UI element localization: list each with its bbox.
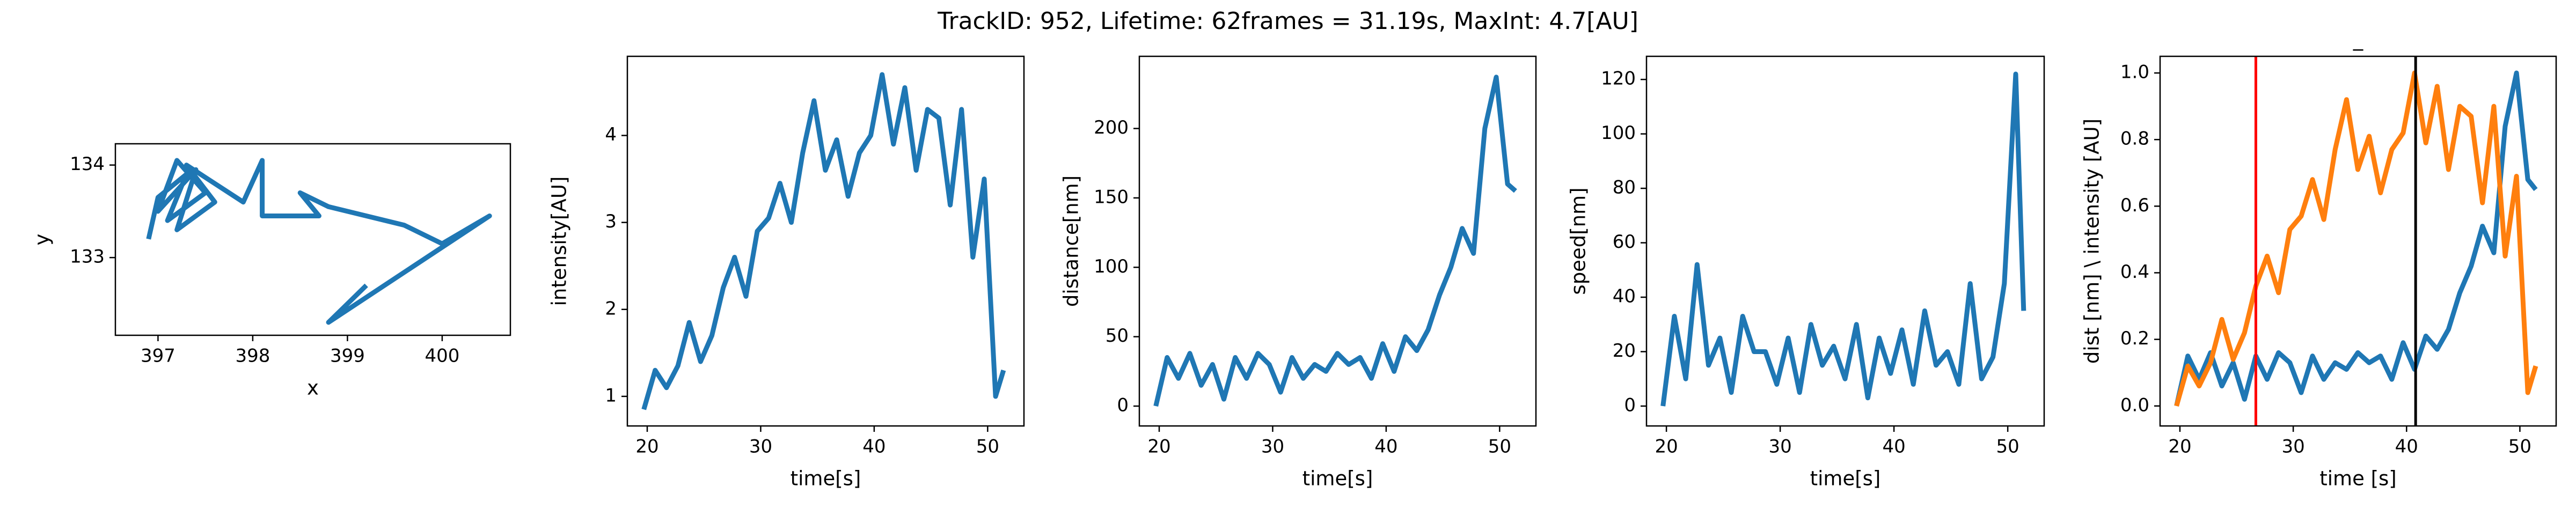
y-tick-label: 2 xyxy=(605,298,617,319)
y-tick-label: 40 xyxy=(1613,286,1636,307)
axes-frame xyxy=(1645,55,2045,427)
x-axis-label: time[s] xyxy=(1810,467,1881,490)
y-tick-label: 0 xyxy=(1624,394,1636,416)
x-tick-label: 40 xyxy=(2395,436,2418,458)
y-tick-label: 3 xyxy=(605,211,617,232)
x-tick-label: 30 xyxy=(1261,436,1284,458)
x-tick-label: 20 xyxy=(2168,436,2191,458)
figure-title: TrackID: 952, Lifetime: 62frames = 31.19… xyxy=(937,8,1638,35)
series-line xyxy=(1153,75,1517,407)
x-tick-label: 400 xyxy=(425,345,459,367)
y-tick-label: 50 xyxy=(1106,325,1129,347)
x-tick-label: 397 xyxy=(141,345,175,367)
y-tick-label: 200 xyxy=(1094,117,1129,138)
series-line xyxy=(146,158,492,325)
y-axis-label: intensity[AU] xyxy=(548,176,571,306)
x-tick-label: 40 xyxy=(862,436,885,458)
y-tick-label: 0.6 xyxy=(2120,195,2149,216)
axes-title: _ xyxy=(2353,28,2363,51)
y-tick-label: 100 xyxy=(1601,122,1636,144)
x-axis-label: time[s] xyxy=(791,467,861,490)
y-tick-label: 100 xyxy=(1094,256,1129,277)
x-tick-label: 30 xyxy=(749,436,772,458)
axes-frame xyxy=(114,143,511,336)
x-axis-label: x xyxy=(307,377,319,400)
y-tick-label: 20 xyxy=(1613,340,1636,362)
series-line xyxy=(2174,70,2538,407)
x-axis-label: time[s] xyxy=(1302,467,1373,490)
axes-frame xyxy=(626,55,1025,427)
y-tick-label: 134 xyxy=(70,153,105,175)
x-tick-label: 50 xyxy=(976,436,999,458)
x-tick-label: 50 xyxy=(1488,436,1511,458)
x-tick-label: 30 xyxy=(1768,436,1791,458)
x-tick-label: 399 xyxy=(330,345,365,367)
x-tick-label: 50 xyxy=(1996,436,2019,458)
y-tick-label: 133 xyxy=(70,246,105,268)
y-tick-label: 1.0 xyxy=(2120,62,2149,83)
series-line xyxy=(1660,71,2026,407)
y-tick-label: 150 xyxy=(1094,186,1129,208)
x-tick-label: 20 xyxy=(635,436,658,458)
x-tick-label: 30 xyxy=(2281,436,2304,458)
y-tick-label: 0.2 xyxy=(2120,328,2149,349)
y-tick-label: 0 xyxy=(1117,395,1129,416)
y-tick-label: 4 xyxy=(605,124,617,145)
y-tick-label: 60 xyxy=(1613,231,1636,253)
y-axis-label: dist [nm] \ intensity [AU] xyxy=(2081,119,2104,364)
y-tick-label: 0.4 xyxy=(2120,261,2149,283)
x-tick-label: 50 xyxy=(2508,436,2531,458)
y-tick-label: 80 xyxy=(1613,177,1636,198)
x-tick-label: 398 xyxy=(235,345,270,367)
y-tick-label: 0.0 xyxy=(2120,394,2149,416)
y-tick-label: 120 xyxy=(1601,68,1636,90)
y-axis-label: speed[nm] xyxy=(1567,187,1590,295)
x-axis-label: time [s] xyxy=(2319,467,2397,490)
x-tick-label: 40 xyxy=(1374,436,1397,458)
y-tick-label: 1 xyxy=(605,385,617,406)
y-axis-label: distance[nm] xyxy=(1060,175,1083,307)
y-axis-label: y xyxy=(31,234,54,246)
axes-frame xyxy=(1138,55,1537,427)
x-tick-label: 40 xyxy=(1883,436,1906,458)
x-tick-label: 20 xyxy=(1655,436,1678,458)
series-line xyxy=(2174,70,2538,407)
series-line xyxy=(641,72,1006,410)
axes-frame xyxy=(2159,55,2557,427)
x-tick-label: 20 xyxy=(1147,436,1170,458)
y-tick-label: 0.8 xyxy=(2120,128,2149,150)
